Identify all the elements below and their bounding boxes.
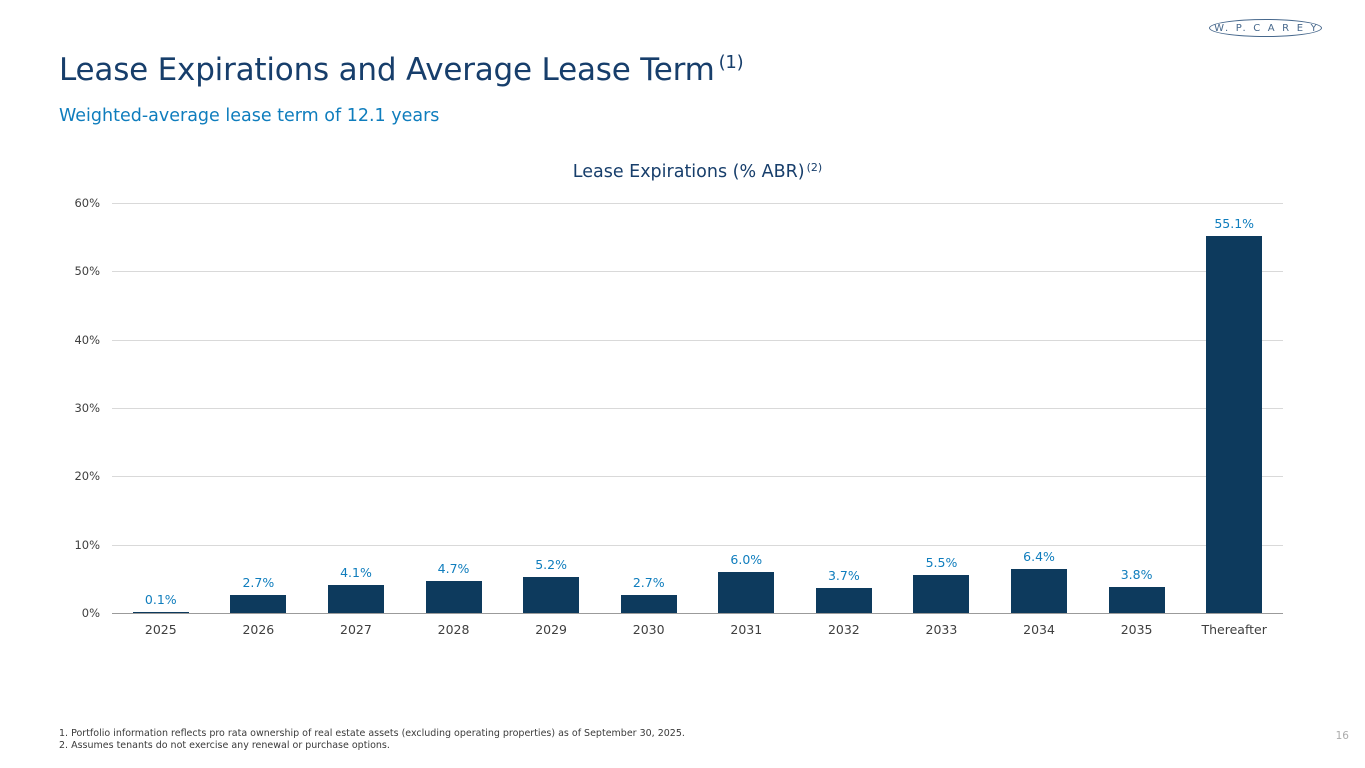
bar-2034 (1011, 569, 1068, 613)
gridline (112, 203, 1283, 204)
bar-thereafter (1206, 236, 1263, 613)
bar-value-label: 2.7% (242, 574, 275, 590)
y-tick-label: 40% (74, 332, 100, 347)
bar-value-label: 0.1% (144, 592, 177, 607)
bar-2028 (425, 580, 482, 613)
bar-2035 (1108, 587, 1165, 613)
x-tick-label: 2032 (827, 622, 860, 637)
bar-2029 (523, 577, 580, 613)
bar-value-label: 3.8% (1120, 567, 1153, 583)
footnotes: 1. Portfolio information reflects pro ra… (59, 728, 685, 751)
x-tick-label: Thereafter (1201, 622, 1267, 637)
gridline (112, 476, 1283, 478)
wp-carey-logo: W. P. C A R E Y (1209, 19, 1322, 37)
gridline (112, 408, 1283, 409)
x-tick-label: 2035 (1120, 622, 1153, 637)
bar-value-label: 5.2% (535, 557, 567, 573)
page-title-text: Lease Expirations and Average Lease Term (59, 52, 715, 88)
x-tick-label: 2025 (144, 622, 177, 637)
bar-value-label: 4.1% (340, 564, 372, 580)
bar-value-label: 6.0% (730, 552, 763, 567)
x-tick-label: 2033 (925, 622, 958, 637)
x-tick-label: 2029 (535, 622, 568, 637)
bar-2033 (913, 575, 970, 613)
y-tick-label: 60% (74, 196, 100, 210)
footnote-2: 2. Assumes tenants do not exercise any r… (59, 739, 390, 751)
gridline (112, 339, 1283, 341)
page-title-footnote-ref: (1) (718, 52, 744, 73)
bar-2027 (327, 584, 384, 613)
x-tick-label: 2034 (1023, 622, 1055, 637)
bar-2032 (815, 587, 872, 613)
bar-2026 (230, 594, 287, 613)
plot-area: 0% 10% 20% 30% 40% 50% 60% 0.1% 2025 2.7% 2026 4.1%… (74, 196, 1283, 637)
footnote-1: 1. Portfolio information reflects pro ra… (59, 728, 685, 739)
bar-2025 (132, 612, 189, 613)
x-axis-line (112, 613, 1283, 614)
bar-value-label: 5.5% (925, 555, 958, 571)
wp-carey-logo-text: W. P. C A R E Y (1214, 22, 1319, 34)
y-tick-label: 0% (81, 606, 100, 620)
page-number: 16 (1335, 730, 1349, 742)
y-tick-label: 20% (74, 469, 100, 484)
x-tick-label: 2028 (437, 622, 470, 637)
page-title: Lease Expirations and Average Lease Term… (59, 52, 744, 88)
chart-title-footnote-ref: (2) (806, 161, 823, 174)
bar-value-label: 4.7% (437, 560, 470, 576)
y-tick-label: 50% (74, 264, 100, 279)
bar-value-label: 55.1% (1214, 216, 1255, 232)
bar-2030 (620, 594, 677, 613)
bar-value-label: 6.4% (1023, 549, 1055, 565)
chart-title: Lease Expirations (% ABR) (2) (112, 161, 1283, 182)
x-tick-label: 2031 (730, 622, 763, 637)
x-tick-label: 2030 (632, 622, 665, 637)
subtitle: Weighted-average lease term of 12.1 year… (59, 106, 440, 126)
bar-value-label: 3.7% (827, 567, 860, 583)
bar-2031 (718, 572, 775, 613)
gridline (112, 271, 1283, 273)
gridline (112, 544, 1283, 546)
y-tick-label: 10% (74, 537, 100, 552)
bar-value-label: 2.7% (632, 574, 665, 590)
x-tick-label: 2027 (340, 622, 372, 637)
x-tick-label: 2026 (242, 622, 275, 637)
y-tick-label: 30% (74, 401, 100, 415)
chart-title-text: Lease Expirations (% ABR) (572, 162, 805, 182)
